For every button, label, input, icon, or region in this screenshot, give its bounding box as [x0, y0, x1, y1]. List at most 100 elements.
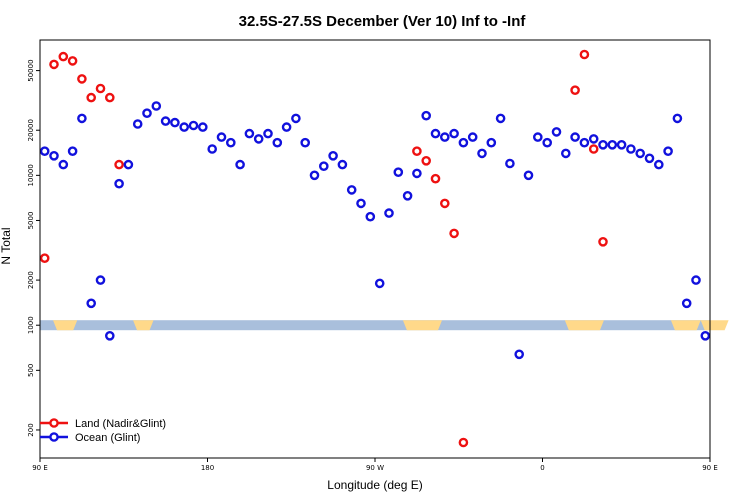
data-point — [495, 113, 506, 124]
data-point — [132, 119, 143, 129]
y-axis-label: N Total — [0, 227, 13, 264]
data-point — [439, 198, 450, 209]
data-point — [588, 134, 599, 144]
x-axis-label: Longitude (deg E) — [327, 478, 422, 492]
ocean-band — [40, 320, 710, 331]
data-point — [598, 236, 608, 247]
data-point — [179, 122, 189, 132]
data-point — [533, 132, 543, 142]
data-point — [365, 211, 376, 222]
data-point — [160, 116, 171, 126]
data-point — [86, 92, 96, 103]
land-segment — [133, 320, 154, 331]
legend-marker — [49, 418, 59, 428]
y-tick-label: 5000 — [27, 212, 35, 230]
data-point — [579, 137, 590, 148]
data-point — [346, 185, 357, 195]
data-point — [551, 127, 562, 137]
data-point — [272, 137, 283, 148]
data-point — [216, 132, 227, 142]
data-point — [105, 92, 115, 103]
data-point — [197, 122, 208, 132]
data-point — [67, 146, 78, 156]
data-point — [77, 74, 87, 84]
data-point — [570, 85, 580, 95]
data-point — [281, 122, 292, 132]
data-point — [449, 128, 459, 139]
legend-marker — [49, 432, 59, 442]
data-point — [58, 159, 69, 170]
y-tick-label: 500 — [27, 364, 35, 377]
data-point — [356, 198, 366, 209]
data-point — [626, 144, 636, 154]
y-tick-label: 2000 — [27, 271, 35, 289]
data-point — [402, 190, 413, 201]
data-point — [561, 148, 571, 159]
x-axis: 90 E 180 90 W 0 90 E — [32, 458, 718, 472]
data-point — [430, 173, 441, 184]
data-point — [291, 113, 301, 124]
x-tick-label: 90 E — [32, 464, 48, 472]
data-point — [49, 59, 59, 70]
data-point — [514, 349, 525, 360]
data-point — [114, 178, 124, 189]
x-tick-label: 90 E — [702, 464, 718, 472]
land-segment — [670, 320, 701, 331]
legend-entry: Ocean (Glint) — [40, 432, 140, 444]
land-segment — [402, 320, 442, 331]
data-point — [235, 159, 245, 170]
data-point — [598, 139, 608, 150]
data-point — [114, 159, 124, 170]
data-point — [328, 150, 338, 161]
data-point — [542, 137, 553, 148]
data-point — [318, 161, 329, 171]
x-tick-label: 0 — [540, 464, 544, 472]
data-point — [253, 134, 264, 144]
data-point — [458, 437, 469, 448]
data-point — [421, 155, 432, 166]
data-point — [384, 208, 394, 218]
data-point — [477, 148, 487, 159]
data-point — [616, 139, 627, 150]
y-tick-label: 20000 — [27, 119, 35, 141]
data-point — [458, 137, 469, 148]
data-point — [225, 137, 236, 148]
data-point — [579, 49, 590, 60]
data-point — [58, 51, 69, 62]
chart-title: 32.5S-27.5S December (Ver 10) Inf to -In… — [239, 13, 527, 30]
data-point — [691, 275, 701, 285]
data-point — [505, 158, 515, 169]
data-point — [412, 146, 422, 156]
y-tick-label: 10000 — [27, 164, 35, 186]
data-point — [337, 159, 348, 170]
x-tick-label: 180 — [201, 464, 214, 472]
series-ocean-glint- — [39, 101, 711, 360]
data-point — [700, 330, 711, 341]
data-point — [393, 167, 404, 177]
data-point — [430, 128, 441, 139]
data-point — [86, 298, 96, 309]
data-point — [95, 83, 106, 94]
data-point — [77, 113, 87, 124]
data-point — [207, 144, 217, 154]
data-point — [49, 150, 59, 161]
data-point — [681, 298, 692, 309]
data-point — [123, 159, 134, 170]
land-segment — [564, 320, 604, 331]
data-point — [412, 168, 422, 179]
data-point — [607, 139, 618, 150]
data-point — [439, 132, 450, 142]
plot-frame — [39, 39, 711, 459]
data-point — [39, 146, 50, 156]
land-segment — [53, 320, 78, 331]
data-point — [421, 110, 432, 121]
data-point — [309, 170, 320, 181]
data-point — [570, 132, 580, 142]
data-point — [486, 137, 497, 148]
y-tick-label: 200 — [27, 423, 35, 436]
data-point — [170, 117, 180, 128]
land-segment — [700, 320, 729, 331]
data-point — [654, 159, 664, 170]
data-point — [644, 153, 655, 164]
data-point — [67, 56, 78, 66]
